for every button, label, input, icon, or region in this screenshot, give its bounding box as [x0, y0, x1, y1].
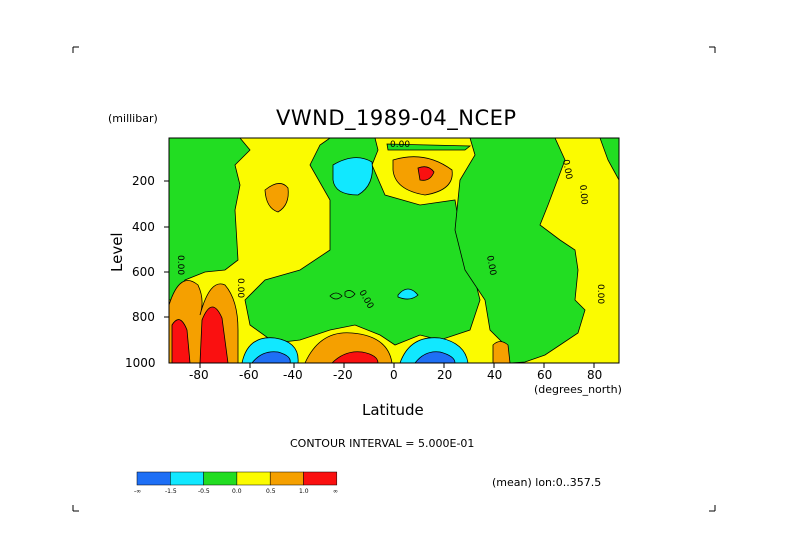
colorbar-label: 0.0 — [232, 488, 242, 495]
colorbar-swatch — [236, 471, 271, 486]
colorbar-label: -0.5 — [198, 488, 210, 495]
red-region-top-center — [417, 166, 435, 181]
crop-mark-top-left — [72, 46, 79, 53]
contour-label: 0.00 — [235, 278, 245, 298]
orange-region-small — [264, 183, 289, 213]
contour-label: 0.00 — [390, 140, 410, 150]
green-region-center — [244, 138, 481, 346]
chart-title: VWND_1989-04_NCEP — [276, 106, 517, 130]
colorbar-label: 0.5 — [266, 488, 276, 495]
contour-label: 0.00 — [175, 255, 185, 275]
colorbar-swatch — [136, 471, 171, 486]
cyan-region-small — [397, 288, 419, 300]
contour-label: 0.00 — [484, 255, 497, 277]
contour-label: 0.00 — [560, 159, 573, 181]
red-region-left-a — [171, 319, 191, 363]
green-region-right-edge — [599, 138, 619, 181]
colorbar-label: ∞ — [333, 488, 338, 495]
green-island-b — [344, 290, 356, 298]
colorbar-swatch — [203, 471, 238, 486]
green-region-top-strip — [386, 143, 472, 151]
crop-mark-top-right — [709, 46, 716, 53]
blue-region-bottom-right — [414, 351, 456, 363]
green-region-right — [454, 138, 586, 363]
x-tick-label: 0 — [390, 368, 398, 382]
x-tick-label: -80 — [189, 368, 209, 382]
y-unit-label: (millibar) — [108, 112, 158, 125]
red-region-bottom-center — [331, 351, 379, 363]
colorbar-swatch — [269, 471, 304, 486]
x-tick-label: 40 — [487, 368, 503, 382]
contour-label: 0.00 — [577, 184, 589, 205]
blue-region-bottom-left — [251, 351, 291, 363]
mean-text: (mean) lon:0..357.5 — [492, 476, 602, 489]
colorbar-swatch — [303, 471, 338, 486]
x-tick-label: -40 — [283, 368, 303, 382]
y-tick-label: 400 — [132, 220, 155, 234]
cyan-region-top — [332, 157, 373, 196]
contour-interval-text: CONTOUR INTERVAL = 5.000E-01 — [290, 437, 475, 450]
x-tick-label: -20 — [333, 368, 353, 382]
y-tick-label: 800 — [132, 310, 155, 324]
y-tick-label: 200 — [132, 174, 155, 188]
y-tick-label: 600 — [132, 265, 155, 279]
colorbar-label: -1.5 — [165, 488, 177, 495]
x-axis-label: Latitude — [362, 401, 424, 419]
x-tick-label: 20 — [437, 368, 453, 382]
red-region-left-b — [199, 306, 229, 363]
x-tick-label: 80 — [587, 368, 603, 382]
colorbar-swatch — [170, 471, 204, 486]
colorbar-label: -∞ — [134, 488, 141, 495]
contour-label: 0.00 — [595, 284, 605, 304]
colorbar-label: 1.0 — [299, 488, 309, 495]
y-tick-label: 1000 — [125, 356, 156, 370]
x-tick-label: -60 — [239, 368, 259, 382]
green-island-a — [329, 292, 343, 300]
x-tick-label: 60 — [537, 368, 553, 382]
crop-mark-bottom-right — [709, 505, 716, 512]
orange-region-small-right — [492, 341, 511, 363]
x-unit-label: (degrees_north) — [534, 383, 622, 396]
crop-mark-bottom-left — [72, 505, 79, 512]
